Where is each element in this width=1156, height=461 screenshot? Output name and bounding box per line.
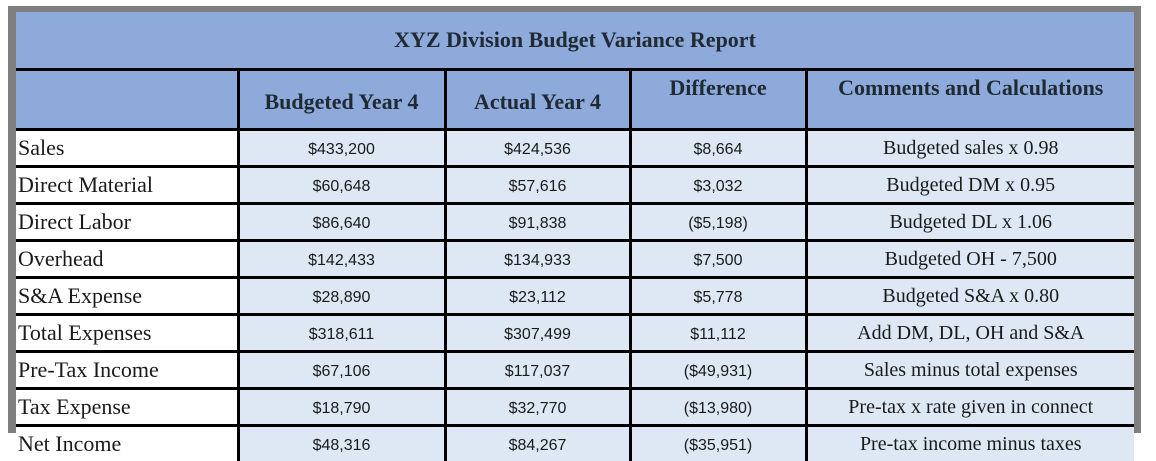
actual-cell: $57,616 — [445, 167, 630, 204]
comment-cell: Pre-tax x rate given in connect — [806, 389, 1134, 426]
budgeted-cell: $28,890 — [238, 278, 445, 315]
budgeted-cell: $60,648 — [238, 167, 445, 204]
row-label: Total Expenses — [16, 315, 238, 352]
actual-cell: $424,536 — [445, 130, 630, 167]
actual-cell: $117,037 — [445, 352, 630, 389]
actual-cell: $32,770 — [445, 389, 630, 426]
difference-cell: $3,032 — [630, 167, 806, 204]
comment-cell: Sales minus total expenses — [806, 352, 1134, 389]
report-title: XYZ Division Budget Variance Report — [16, 12, 1134, 70]
row-label: Direct Labor — [16, 204, 238, 241]
budgeted-cell: $86,640 — [238, 204, 445, 241]
actual-cell: $307,499 — [445, 315, 630, 352]
row-label: Net Income — [16, 426, 238, 461]
column-header-budgeted: Budgeted Year 4 — [238, 70, 445, 130]
table-row-sa-expense: S&A Expense $28,890 $23,112 $5,778 Budge… — [16, 278, 1134, 315]
row-label: Direct Material — [16, 167, 238, 204]
difference-cell: ($5,198) — [630, 204, 806, 241]
table-row-sales: Sales $433,200 $424,536 $8,664 Budgeted … — [16, 130, 1134, 167]
difference-cell: ($13,980) — [630, 389, 806, 426]
actual-cell: $23,112 — [445, 278, 630, 315]
column-header-actual: Actual Year 4 — [445, 70, 630, 130]
column-header-difference: Difference — [630, 70, 806, 130]
table-row-direct-labor: Direct Labor $86,640 $91,838 ($5,198) Bu… — [16, 204, 1134, 241]
difference-cell: $5,778 — [630, 278, 806, 315]
budgeted-cell: $142,433 — [238, 241, 445, 278]
budgeted-cell: $18,790 — [238, 389, 445, 426]
row-label: Sales — [16, 130, 238, 167]
comment-cell: Add DM, DL, OH and S&A — [806, 315, 1134, 352]
report-sheet: XYZ Division Budget Variance Report Budg… — [16, 12, 1134, 428]
table-row-pre-tax-income: Pre-Tax Income $67,106 $117,037 ($49,931… — [16, 352, 1134, 389]
actual-cell: $91,838 — [445, 204, 630, 241]
row-label: Overhead — [16, 241, 238, 278]
comment-cell: Budgeted sales x 0.98 — [806, 130, 1134, 167]
column-header-label — [16, 70, 238, 130]
difference-cell: $7,500 — [630, 241, 806, 278]
row-label: Pre-Tax Income — [16, 352, 238, 389]
budgeted-cell: $433,200 — [238, 130, 445, 167]
comment-cell: Budgeted OH - 7,500 — [806, 241, 1134, 278]
column-header-row: Budgeted Year 4 Actual Year 4 Difference… — [16, 70, 1134, 130]
title-row: XYZ Division Budget Variance Report — [16, 12, 1134, 70]
column-header-comments: Comments and Calculations — [806, 70, 1134, 130]
row-label: S&A Expense — [16, 278, 238, 315]
table-row-overhead: Overhead $142,433 $134,933 $7,500 Budget… — [16, 241, 1134, 278]
difference-cell: $8,664 — [630, 130, 806, 167]
comment-cell: Budgeted DM x 0.95 — [806, 167, 1134, 204]
budgeted-cell: $48,316 — [238, 426, 445, 461]
budgeted-cell: $318,611 — [238, 315, 445, 352]
difference-cell: ($49,931) — [630, 352, 806, 389]
table-row-direct-material: Direct Material $60,648 $57,616 $3,032 B… — [16, 167, 1134, 204]
difference-cell: $11,112 — [630, 315, 806, 352]
budgeted-cell: $67,106 — [238, 352, 445, 389]
comment-cell: Budgeted S&A x 0.80 — [806, 278, 1134, 315]
comment-cell: Budgeted DL x 1.06 — [806, 204, 1134, 241]
table-row-total-expenses: Total Expenses $318,611 $307,499 $11,112… — [16, 315, 1134, 352]
row-label: Tax Expense — [16, 389, 238, 426]
actual-cell: $84,267 — [445, 426, 630, 461]
difference-cell: ($35,951) — [630, 426, 806, 461]
budget-variance-table: XYZ Division Budget Variance Report Budg… — [16, 12, 1134, 461]
table-row-net-income: Net Income $48,316 $84,267 ($35,951) Pre… — [16, 426, 1134, 461]
comment-cell: Pre-tax income minus taxes — [806, 426, 1134, 461]
actual-cell: $134,933 — [445, 241, 630, 278]
table-row-tax-expense: Tax Expense $18,790 $32,770 ($13,980) Pr… — [16, 389, 1134, 426]
